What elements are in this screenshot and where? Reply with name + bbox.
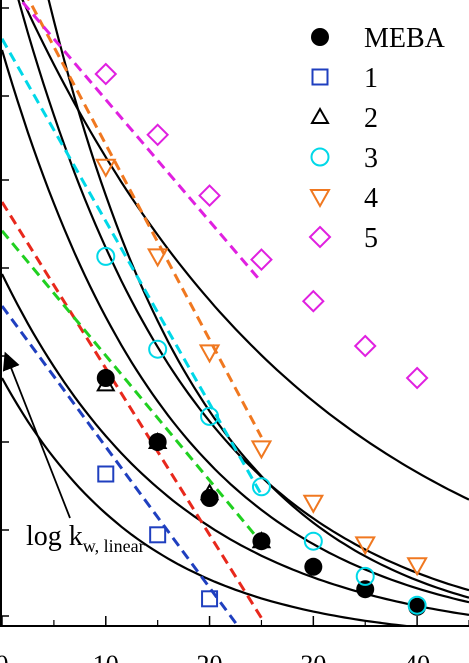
marker-5 bbox=[301, 289, 325, 313]
annotation-arrow bbox=[2, 351, 71, 519]
marker-MEBA bbox=[304, 557, 323, 576]
legend-label: 3 bbox=[364, 143, 378, 174]
marker-4 bbox=[146, 248, 169, 268]
y-axis-ticks bbox=[1, 7, 9, 617]
marker-2 bbox=[251, 531, 272, 549]
marker-5 bbox=[94, 62, 118, 86]
marker-4 bbox=[95, 158, 117, 178]
linear-fit-4 bbox=[27, 0, 263, 438]
legend-label: 1 bbox=[364, 63, 378, 94]
linear-fit-2 bbox=[2, 201, 263, 619]
marker-1 bbox=[201, 590, 219, 608]
marker-4 bbox=[354, 536, 376, 556]
marker-3 bbox=[355, 566, 375, 586]
marker-2 bbox=[96, 374, 116, 392]
marker-5 bbox=[198, 184, 221, 208]
legend-label: 2 bbox=[364, 103, 378, 134]
legend-entry-5: 5 bbox=[308, 223, 378, 254]
marker-2 bbox=[147, 431, 168, 449]
marker-3 bbox=[407, 595, 427, 615]
marker-4 bbox=[198, 344, 221, 364]
x-tick-label: 20 bbox=[197, 650, 223, 663]
x-tick-label: 10 bbox=[93, 650, 119, 663]
linear-fit-3 bbox=[2, 38, 263, 496]
legend-entry-2: 2 bbox=[310, 103, 378, 134]
legend: MEBA 1 2 3 4 5 bbox=[308, 23, 446, 254]
marker-2 bbox=[199, 483, 220, 501]
fit-curve-extra bbox=[47, 0, 469, 599]
annotation-label: log kw, linear bbox=[26, 521, 145, 556]
marker-1 bbox=[97, 465, 115, 483]
fit-curve-1 bbox=[2, 377, 417, 626]
linear-fit-1 bbox=[2, 305, 240, 626]
marker-3 bbox=[148, 339, 168, 359]
legend-label: MEBA bbox=[364, 23, 446, 54]
legend-entry-3: 3 bbox=[310, 143, 378, 174]
marker-4 bbox=[406, 557, 428, 577]
x-tick-label: 0 bbox=[0, 650, 9, 663]
x-axis-ticks: 0 10 20 30 40 bbox=[0, 616, 469, 663]
annotation-log-kw-linear: log kw, linear bbox=[2, 351, 145, 556]
x-tick-label: 30 bbox=[300, 650, 326, 663]
marker-MEBA bbox=[148, 433, 167, 451]
marker-4 bbox=[302, 494, 325, 514]
legend-entry-1: 1 bbox=[311, 63, 378, 94]
legend-marker-1 bbox=[311, 68, 329, 86]
legend-entry-4: 4 bbox=[309, 183, 378, 214]
data-markers bbox=[94, 62, 429, 661]
marker-5 bbox=[250, 248, 273, 272]
legend-label: 5 bbox=[364, 223, 378, 254]
marker-5 bbox=[405, 366, 429, 390]
fit-curve-3 bbox=[2, 49, 469, 604]
legend-marker-2 bbox=[310, 106, 330, 124]
legend-marker-MEBA bbox=[311, 28, 329, 46]
marker-5 bbox=[353, 334, 377, 358]
marker-4 bbox=[250, 440, 273, 460]
marker-MEBA bbox=[252, 532, 271, 551]
marker-3 bbox=[200, 406, 220, 426]
legend-marker-3 bbox=[310, 147, 330, 167]
linear-fits bbox=[2, 0, 263, 626]
marker-5 bbox=[146, 123, 170, 147]
marker-3 bbox=[96, 246, 116, 266]
marker-1 bbox=[149, 526, 167, 544]
marker-3 bbox=[303, 531, 323, 551]
linear-fit-5 bbox=[18, 0, 263, 283]
fit-curve-MEBA bbox=[2, 273, 469, 616]
legend-label: 4 bbox=[364, 183, 378, 214]
x-tick-label: 40 bbox=[404, 650, 430, 663]
linear-fit-MEBA bbox=[2, 229, 263, 544]
marker-3 bbox=[251, 477, 271, 497]
legend-marker-4 bbox=[309, 189, 331, 209]
legend-marker-5 bbox=[308, 225, 332, 249]
marker-1 bbox=[254, 646, 269, 661]
legend-entry-MEBA: MEBA bbox=[311, 23, 446, 54]
